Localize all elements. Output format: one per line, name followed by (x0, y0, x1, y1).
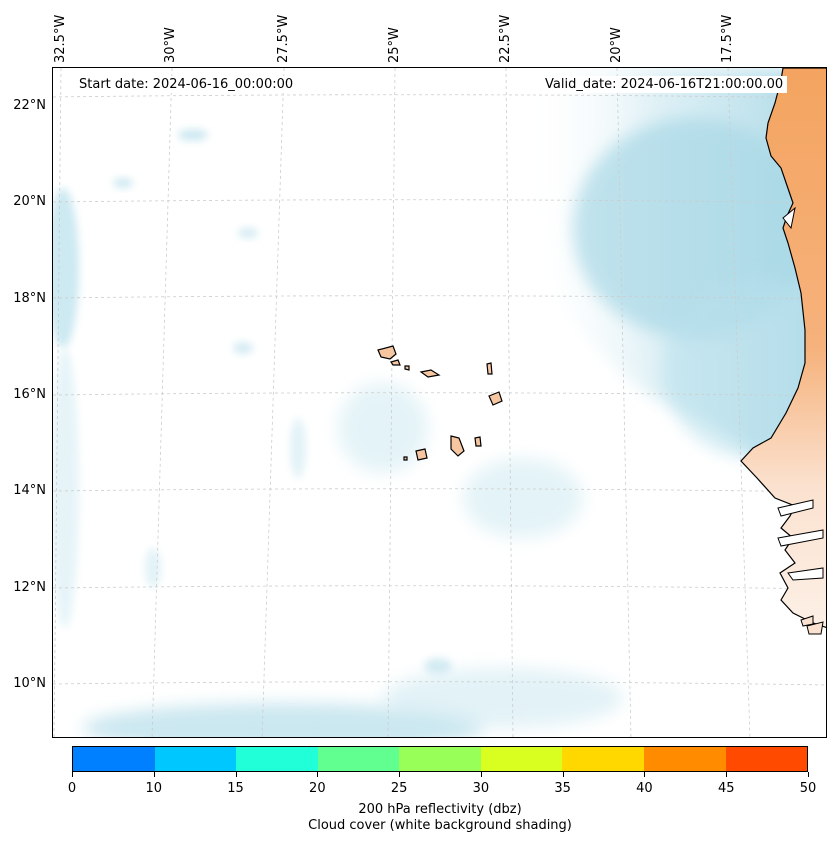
colorbar-tick-mark (726, 772, 728, 777)
colorbar-tick-label: 45 (717, 781, 735, 796)
colorbar-tick-label: 50 (799, 781, 817, 796)
colorbar-segment-3 (317, 747, 400, 771)
coastal-inlet-3 (787, 567, 824, 581)
lat-label-14n: 14°N (13, 483, 46, 498)
lon-label-22-5w: 22.5°W (498, 14, 513, 63)
cape-verde-islands (377, 345, 503, 461)
lon-label-17-5w: 17.5°W (720, 14, 735, 63)
cloud-west-edge-2 (53, 348, 79, 628)
island-fogo (415, 448, 428, 461)
colorbar-tick-mark (480, 772, 482, 777)
lon-label-20w: 20°W (609, 27, 624, 63)
coastal-inlet-1 (777, 499, 814, 517)
lon-label-27-5w: 27.5°W (276, 14, 291, 63)
lat-label-12n: 12°N (13, 580, 46, 595)
colorbar-tick-label: 25 (390, 781, 408, 796)
colorbar-tick-label: 30 (472, 781, 490, 796)
colorbar-tick-mark (317, 772, 319, 777)
map-panel (52, 67, 827, 738)
colorbar-segment-7 (643, 747, 726, 771)
lon-label-32-5w: 32.5°W (53, 14, 68, 63)
colorbar-tick-label: 35 (554, 781, 571, 796)
colorbar-segment-4 (399, 747, 481, 771)
island-maio (474, 436, 482, 447)
colorbar-segment-8 (725, 747, 808, 771)
cloud-puff-3 (238, 228, 258, 238)
colorbar-segment-1 (154, 747, 237, 771)
colorbar-segment-0 (73, 747, 155, 771)
island-santo-antao (377, 345, 397, 360)
cloud-puff-1 (178, 129, 208, 141)
colorbar-tick-mark (644, 772, 646, 777)
colorbar-tick-mark (235, 772, 237, 777)
lat-label-10n: 10°N (13, 676, 46, 691)
island-santiago (450, 435, 465, 457)
cloud-center (338, 383, 428, 473)
cloud-south-band (83, 703, 483, 737)
cloud-puff-4 (233, 342, 253, 354)
coastal-inlet-2 (777, 529, 824, 547)
cloud-south-band-2 (383, 668, 623, 728)
colorbar-tick-label: 0 (67, 781, 77, 796)
cloud-puff-7 (424, 658, 452, 674)
colorbar-title: 200 hPa reflectivity (dbz) (358, 802, 522, 817)
cloud-islands (463, 458, 583, 538)
colorbar-tick-label: 10 (145, 781, 163, 796)
lat-label-22n: 22°N (13, 98, 46, 113)
cloud-cover-layer (53, 68, 826, 737)
cloud-puff-5 (145, 548, 161, 588)
lon-label-30w: 30°W (163, 27, 178, 63)
colorbar-tick-mark (153, 772, 155, 777)
island-brava (403, 456, 408, 461)
lat-label-18n: 18°N (13, 291, 46, 306)
colorbar-segment-2 (236, 747, 318, 771)
graticule (53, 68, 826, 737)
cloud-east-mid (663, 278, 826, 458)
cloud-puff-2 (113, 178, 133, 188)
cloud-west-edge (53, 188, 79, 348)
colorbar-segment-5 (480, 747, 563, 771)
island-sao-vicente (390, 359, 401, 366)
island-boa-vista (488, 391, 503, 406)
island-santa-luzia (404, 365, 410, 371)
africa-coast (740, 68, 826, 635)
island-sao-nicolau (419, 369, 441, 378)
colorbar-tick-mark (399, 772, 401, 777)
colorbar-tick-label: 20 (309, 781, 326, 796)
lon-label-25w: 25°W (387, 27, 402, 63)
valid-date-label: Valid_date: 2024-06-16T21:00:00.00 (541, 76, 788, 93)
island-sal (486, 362, 493, 375)
africa-landmass (740, 68, 826, 628)
lat-label-16n: 16°N (13, 387, 46, 402)
colorbar-tick-label: 40 (636, 781, 653, 796)
colorbar-tick-mark (562, 772, 564, 777)
colorbar-tick-mark (808, 772, 809, 777)
colorbar-tick-mark (72, 772, 73, 777)
offshore-island-2 (806, 621, 824, 635)
colorbar-segment-6 (562, 747, 644, 771)
reflectivity-colorbar (72, 746, 808, 772)
lat-label-20n: 20°N (13, 194, 46, 209)
start-date-label: Start date: 2024-06-16_00:00:00 (75, 76, 298, 93)
cloud-puff-6 (290, 418, 306, 478)
map-canvas (53, 68, 826, 737)
coastal-bay-1 (782, 206, 796, 230)
colorbar-tick-label: 15 (227, 781, 244, 796)
colorbar-subtitle: Cloud cover (white background shading) (308, 818, 572, 833)
